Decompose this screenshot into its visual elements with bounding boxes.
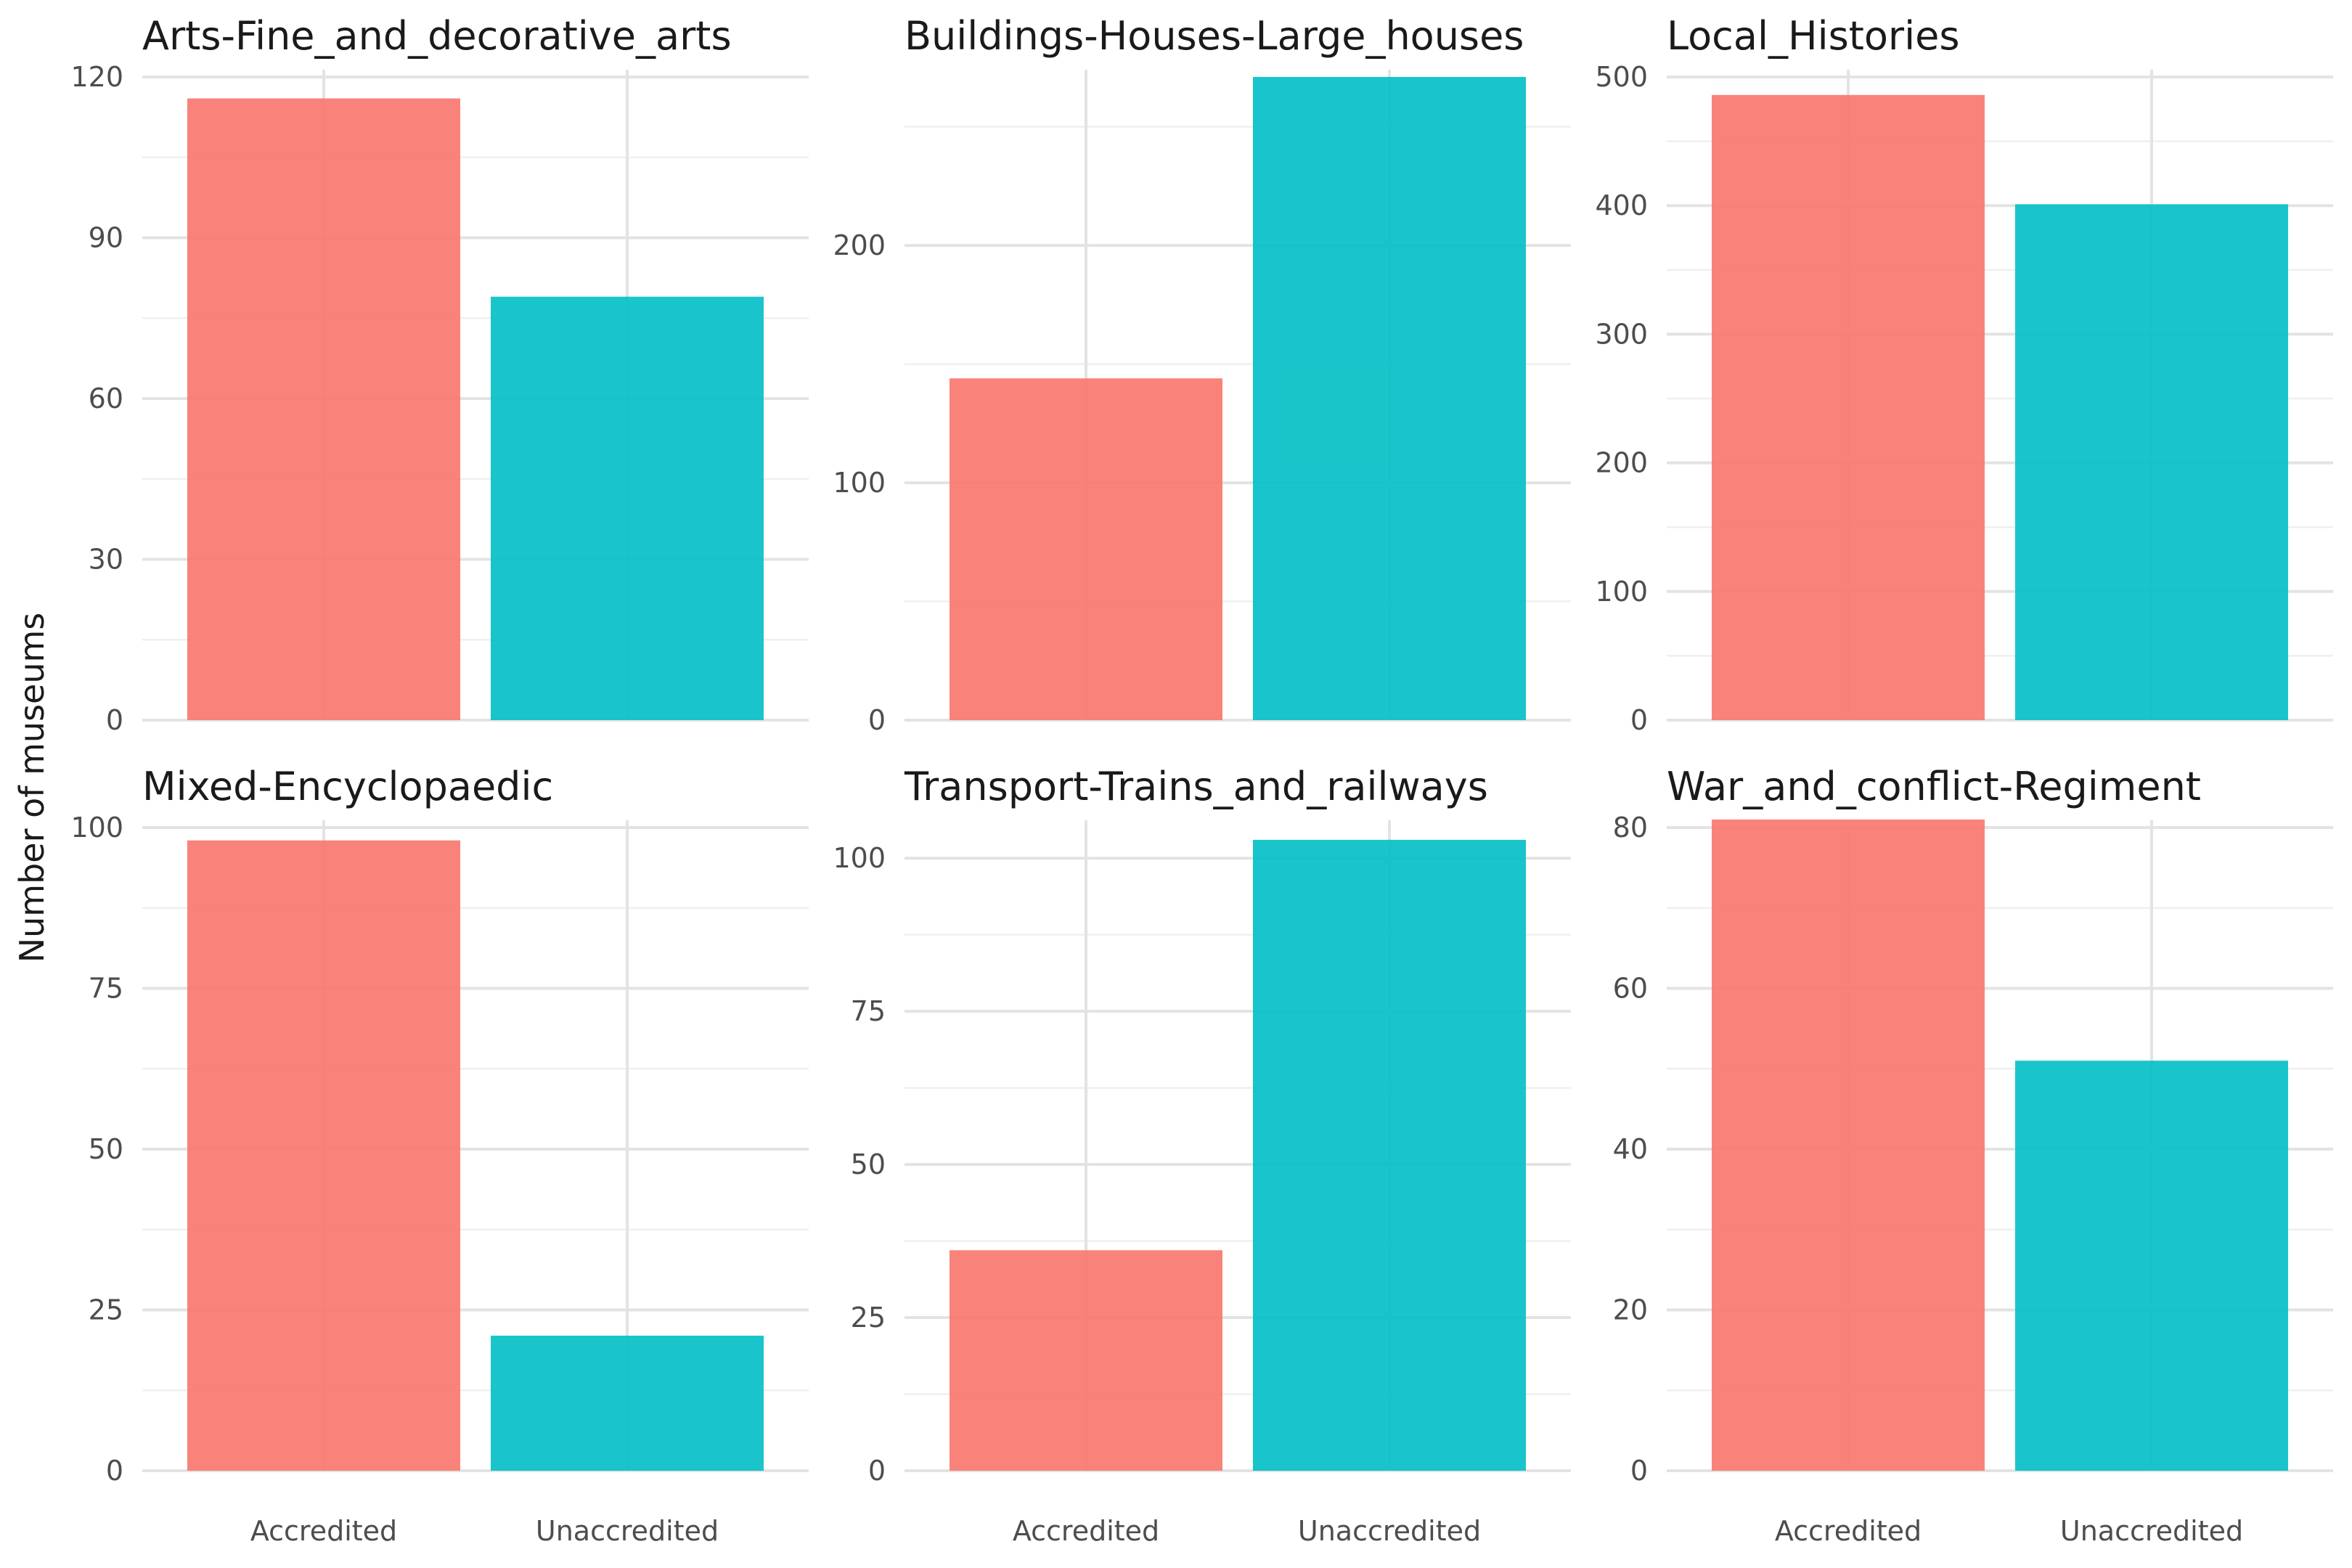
panel-title: Local_Histories [1667,13,1959,59]
facet-panel: War_and_conflict-Regiment 0 20 40 60 80 Accred… [1613,764,2333,1547]
facet-panel: Transport-Trains_and_railways 0 25 50 75 100 A… [833,764,1571,1547]
y-tick-label: 75 [89,973,123,1005]
y-tick-label: 0 [868,704,886,736]
bar-unaccredited [2015,204,2288,721]
x-tick-label: Accredited [1775,1515,1922,1547]
bar-accredited [187,840,460,1471]
y-tick-label: 0 [106,1455,123,1487]
facet-panels: Arts-Fine_and_decorative_arts 0 30 60 90 120 B… [70,13,2333,1547]
facet-panel: Arts-Fine_and_decorative_arts 0 30 60 90 120 [70,13,809,736]
bar-accredited [187,98,460,721]
y-tick-label: 60 [1613,973,1648,1005]
panel-title: Transport-Trains_and_railways [904,764,1488,809]
y-tick-label: 500 [1595,61,1648,93]
facet-panel: Buildings-Houses-Large_houses 0 100 200 [833,13,1571,736]
y-tick-label: 100 [1595,576,1648,608]
x-tick-label: Unaccredited [2060,1515,2243,1547]
x-tick-label: Accredited [1013,1515,1159,1547]
y-tick-label: 100 [833,467,886,499]
y-tick-label: 75 [851,995,886,1027]
y-tick-label: 120 [70,61,123,93]
bar-accredited [1712,819,1985,1471]
y-tick-label: 60 [89,383,123,415]
bar-unaccredited [491,1335,764,1471]
y-tick-label: 25 [851,1302,886,1334]
y-tick-label: 20 [1613,1294,1648,1326]
bar-accredited [950,1250,1222,1471]
bar-unaccredited [2015,1061,2288,1471]
y-tick-label: 0 [868,1455,886,1487]
y-tick-label: 200 [833,229,886,261]
y-tick-label: 50 [89,1133,123,1165]
bar-unaccredited [1253,839,1526,1471]
y-axis-title: Number of museums [12,613,52,963]
y-tick-label: 100 [833,842,886,874]
panel-title: Buildings-Houses-Large_houses [905,13,1524,59]
y-tick-label: 100 [70,812,123,844]
y-tick-label: 0 [1630,1455,1648,1487]
panel-title: Arts-Fine_and_decorative_arts [142,13,732,59]
x-tick-label: Accredited [250,1515,397,1547]
facet-panel: Local_Histories 0 100 200 300 400 500 [1595,13,2333,736]
y-tick-label: 30 [89,544,123,576]
y-tick-label: 0 [1630,704,1648,736]
x-tick-label: Unaccredited [1298,1515,1481,1547]
facet-panel: Mixed-Encyclopaedic 0 25 50 75 100 Accredited U… [70,764,809,1547]
bar-unaccredited [491,296,764,720]
y-tick-label: 400 [1595,189,1648,221]
y-tick-label: 50 [851,1148,886,1180]
y-tick-label: 0 [106,704,123,736]
bar-accredited [950,378,1222,720]
bar-accredited [1712,94,1985,721]
bar-unaccredited [1253,77,1526,720]
y-tick-label: 300 [1595,318,1648,350]
y-tick-label: 80 [1613,812,1648,844]
panel-title: Mixed-Encyclopaedic [142,764,553,809]
y-tick-label: 200 [1595,447,1648,479]
y-tick-label: 90 [89,222,123,254]
y-tick-label: 40 [1613,1133,1648,1165]
y-tick-label: 25 [89,1294,123,1326]
x-tick-label: Unaccredited [536,1515,719,1547]
panel-title: War_and_conflict-Regiment [1667,764,2201,809]
